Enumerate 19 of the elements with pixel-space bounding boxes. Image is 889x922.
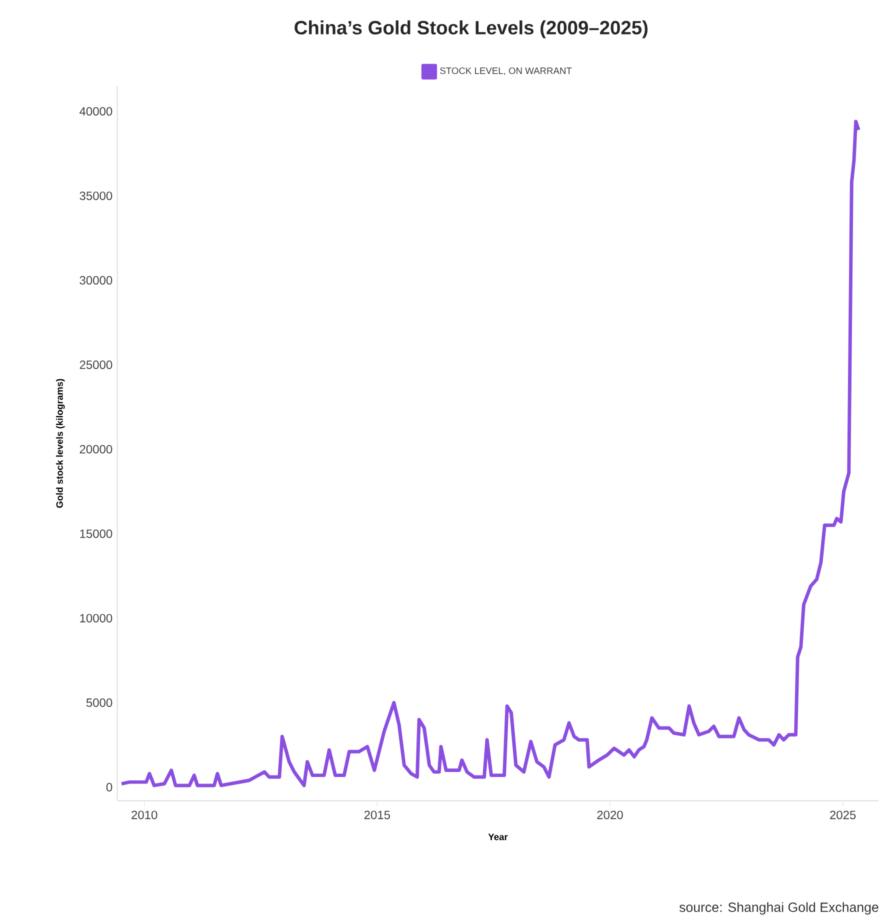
y-tick-label: 20000	[80, 444, 112, 454]
x-tick-label: 2010	[132, 810, 158, 820]
x-tick-label: 2015	[364, 810, 390, 820]
y-tick-label: 0	[106, 782, 112, 792]
x-tick-label: 2020	[597, 810, 623, 820]
line-series	[120, 120, 860, 788]
chart-title: China’s Gold Stock Levels (2009–2025)	[294, 20, 648, 38]
y-tick-label: 5000	[86, 698, 112, 707]
legend-label: STOCK LEVEL, ON WARRANT	[440, 67, 572, 76]
y-tick-label: 10000	[80, 614, 112, 622]
x-axis-title: Year	[488, 834, 508, 840]
y-tick-label: 30000	[80, 276, 112, 285]
y-tick-label: 25000	[80, 360, 112, 370]
source-note: source: Shanghai Gold Exchange	[679, 902, 878, 915]
y-axis-title: Gold stock levels (kilograms)	[56, 378, 65, 508]
x-tick-label: 2025	[830, 810, 856, 820]
y-tick-label: 35000	[80, 192, 112, 200]
y-tick-label: 15000	[80, 529, 112, 538]
y-tick-label: 40000	[80, 107, 112, 116]
